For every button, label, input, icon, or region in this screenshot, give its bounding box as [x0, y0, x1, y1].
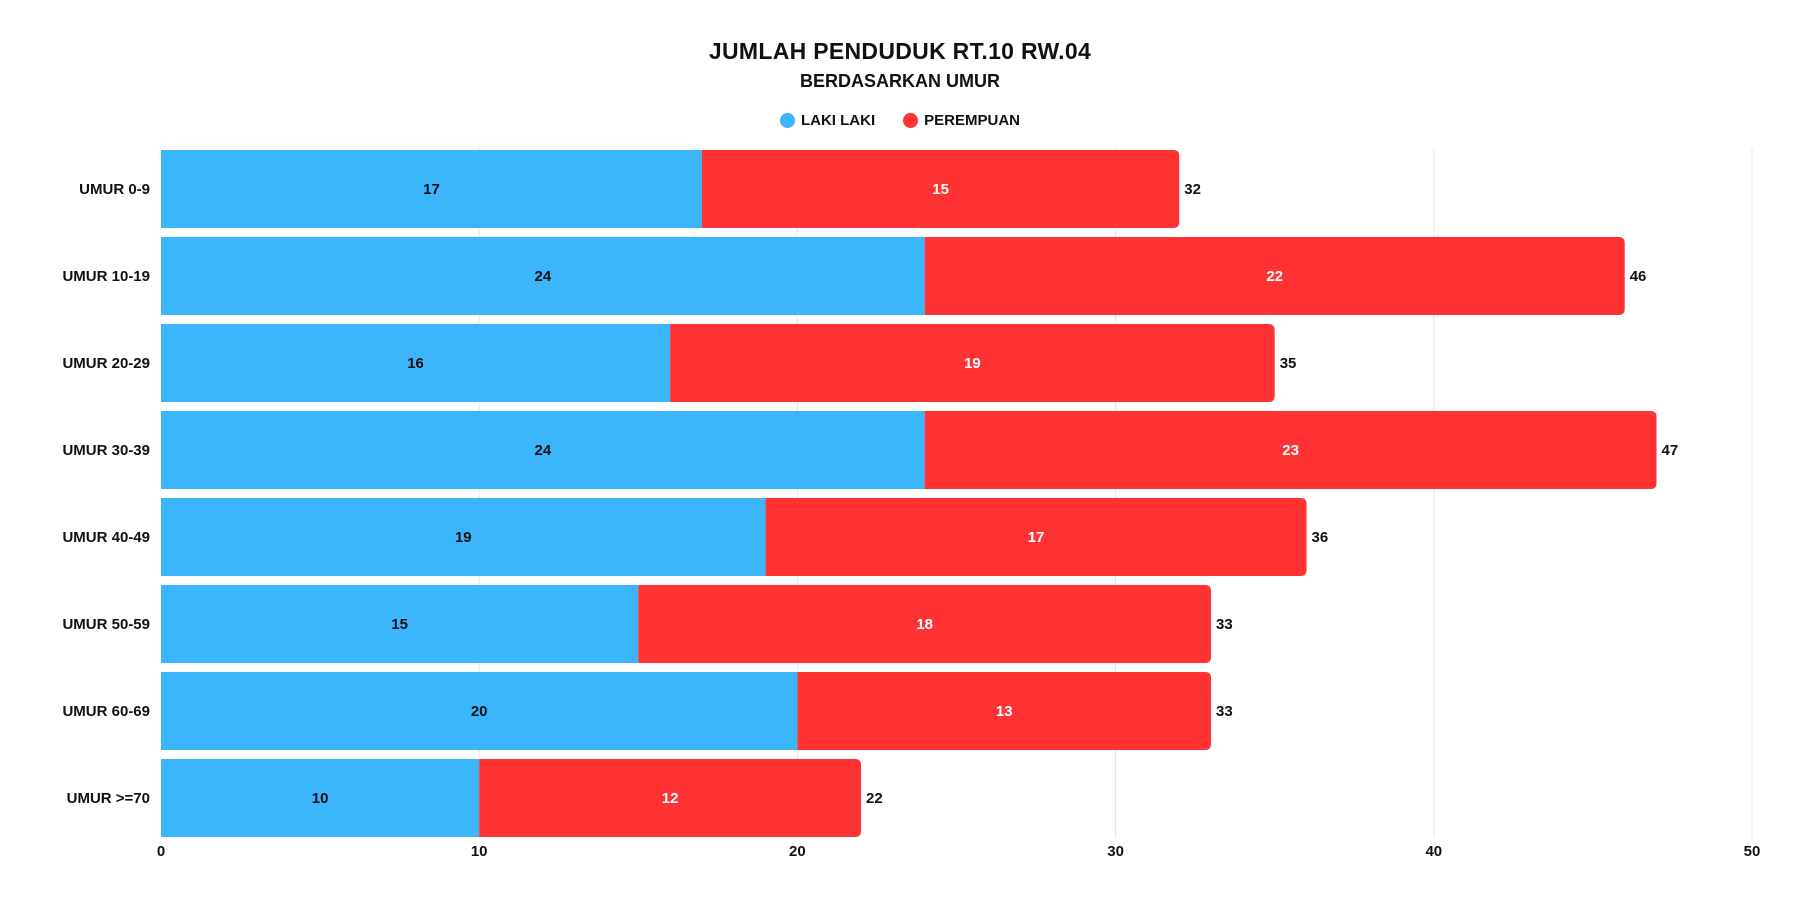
bar-value-label: 20 — [471, 703, 488, 720]
legend-item-perempuan[interactable]: PEREMPUAN — [903, 112, 1020, 129]
bar-value-label: 15 — [391, 616, 408, 633]
bar-perempuan — [670, 324, 1275, 402]
bar-value-label: 12 — [662, 790, 679, 807]
y-category-label: UMUR 20-29 — [62, 355, 150, 372]
bar-total-label: 36 — [1312, 529, 1329, 546]
bar-total-label: 46 — [1630, 268, 1647, 285]
y-category-label: UMUR 50-59 — [62, 616, 150, 633]
bar-perempuan — [701, 150, 1180, 228]
bar-value-label: 19 — [455, 529, 472, 546]
bar-perempuan — [924, 411, 1657, 489]
bar-laki-laki — [161, 237, 925, 315]
bar-perempuan — [797, 672, 1212, 750]
legend-swatch-laki-laki — [779, 113, 795, 128]
bar-total-label: 32 — [1184, 181, 1201, 198]
y-category-label: UMUR 60-69 — [62, 703, 150, 720]
bar-value-label: 15 — [932, 181, 949, 198]
bar-value-label: 22 — [1266, 268, 1283, 285]
y-category-label: UMUR 40-49 — [62, 529, 150, 546]
bar-value-label: 19 — [964, 355, 981, 372]
bar-value-label: 18 — [916, 616, 933, 633]
bar-laki-laki — [161, 150, 702, 228]
y-category-label: UMUR 0-9 — [79, 181, 150, 198]
bar-total-label: 33 — [1216, 703, 1233, 720]
bar-value-label: 16 — [407, 355, 424, 372]
bar-laki-laki — [161, 411, 925, 489]
bar-laki-laki — [161, 672, 798, 750]
legend-label-perempuan: PEREMPUAN — [924, 112, 1021, 129]
x-tick-label: 30 — [1107, 843, 1124, 860]
bar-value-label: 24 — [534, 442, 551, 459]
chart-title: JUMLAH PENDUDUK RT.10 RW.04 — [708, 38, 1092, 64]
x-tick-label: 0 — [157, 843, 165, 860]
bar-value-label: 13 — [996, 703, 1013, 720]
legend-swatch-perempuan — [903, 113, 919, 128]
y-category-label: UMUR 10-19 — [62, 268, 150, 285]
bar-laki-laki — [161, 585, 639, 663]
bar-total-label: 35 — [1280, 355, 1297, 372]
bar-total-label: 22 — [866, 790, 883, 807]
y-category-label: UMUR >=70 — [67, 790, 150, 807]
bar-perempuan — [479, 759, 862, 837]
bar-total-label: 33 — [1216, 616, 1233, 633]
bar-value-label: 17 — [1028, 529, 1045, 546]
bar-perempuan — [765, 498, 1307, 576]
legend-item-laki-laki[interactable]: LAKI LAKI — [779, 112, 876, 129]
x-tick-label: 40 — [1425, 843, 1442, 860]
chart-legend: LAKI LAKI PEREMPUAN — [0, 112, 1800, 129]
bar-total-label: 47 — [1662, 442, 1679, 459]
x-tick-label: 20 — [789, 843, 806, 860]
chart-subtitle: BERDASARKAN UMUR — [800, 71, 1000, 91]
bar-laki-laki — [161, 498, 766, 576]
bar-perempuan — [638, 585, 1212, 663]
bar-value-label: 17 — [423, 181, 440, 198]
x-tick-label: 10 — [471, 843, 488, 860]
x-tick-label: 50 — [1744, 843, 1761, 860]
bar-laki-laki — [161, 324, 671, 402]
bar-laki-laki — [161, 759, 480, 837]
bar-value-label: 23 — [1282, 442, 1299, 459]
bar-value-label: 24 — [534, 268, 551, 285]
bar-value-label: 10 — [312, 790, 329, 807]
bar-perempuan — [924, 237, 1625, 315]
legend-label-laki-laki: LAKI LAKI — [800, 112, 876, 129]
y-category-label: UMUR 30-39 — [62, 442, 150, 459]
